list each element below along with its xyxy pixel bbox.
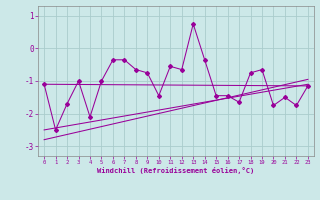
X-axis label: Windchill (Refroidissement éolien,°C): Windchill (Refroidissement éolien,°C) xyxy=(97,167,255,174)
